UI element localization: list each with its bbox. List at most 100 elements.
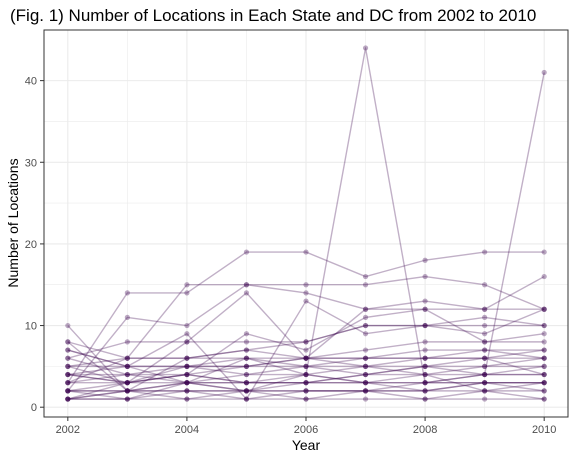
data-point <box>422 347 428 353</box>
series-line-6 <box>67 300 545 400</box>
data-point <box>65 322 71 329</box>
y-axis-title: Number of Locations <box>5 158 21 287</box>
x-axis-ticks: 2002 2004 2006 2008 2010 <box>56 417 556 436</box>
data-point <box>243 388 250 394</box>
data-point <box>422 380 428 386</box>
data-point <box>303 388 309 394</box>
data-point <box>243 363 250 369</box>
x-axis-title: Year <box>292 437 321 453</box>
data-point <box>243 396 250 402</box>
data-point <box>482 380 488 386</box>
data-point <box>541 388 547 394</box>
data-point <box>65 396 71 402</box>
data-point <box>541 396 547 402</box>
data-point <box>303 339 309 345</box>
y-tick-label: 40 <box>25 76 37 88</box>
x-tick-label: 2002 <box>56 424 80 436</box>
data-point <box>124 371 130 378</box>
data-point <box>362 388 369 394</box>
data-point <box>184 355 190 361</box>
data-point <box>65 339 71 345</box>
data-point <box>541 363 547 369</box>
data-point <box>482 371 488 378</box>
series-line-19 <box>67 382 545 400</box>
data-point <box>541 347 547 353</box>
data-point <box>541 322 547 329</box>
data-point <box>422 380 428 386</box>
series-line-2 <box>67 251 545 384</box>
data-point <box>303 355 309 361</box>
data-point <box>303 355 309 361</box>
series-line-27 <box>67 349 545 384</box>
data-point <box>65 363 71 369</box>
data-point <box>482 380 488 386</box>
data-point <box>243 396 250 402</box>
data-point <box>243 388 250 394</box>
data-point <box>541 273 547 280</box>
series-line-24 <box>67 365 545 384</box>
data-point <box>482 363 488 369</box>
series-points <box>65 45 547 402</box>
data-point <box>65 347 71 353</box>
data-point <box>124 290 130 296</box>
series-line-20 <box>67 357 545 384</box>
data-point <box>124 363 130 369</box>
data-point <box>184 363 190 369</box>
data-point <box>303 380 309 386</box>
data-point <box>422 371 428 378</box>
data-point <box>362 388 369 394</box>
series-line-17 <box>67 382 545 392</box>
data-point <box>362 388 369 394</box>
data-point <box>243 331 250 337</box>
data-point <box>184 363 190 369</box>
data-point <box>303 380 309 386</box>
data-point <box>124 380 130 386</box>
x-tick-label: 2004 <box>175 424 199 436</box>
data-point <box>362 322 369 329</box>
data-point <box>482 355 488 361</box>
data-point <box>422 322 428 329</box>
data-point <box>184 388 190 394</box>
data-point <box>362 306 369 312</box>
data-point <box>303 347 309 353</box>
data-point <box>362 371 369 378</box>
x-tick-label: 2010 <box>532 424 556 436</box>
data-point <box>422 322 428 329</box>
data-point <box>362 331 369 337</box>
data-point <box>65 396 71 402</box>
data-point <box>184 355 190 361</box>
data-point <box>303 355 309 361</box>
data-point <box>362 363 369 369</box>
data-point <box>303 282 309 288</box>
data-point <box>482 249 488 255</box>
data-point <box>362 363 369 369</box>
data-point <box>243 347 250 353</box>
data-point <box>303 388 309 394</box>
data-point <box>65 371 71 378</box>
data-point <box>422 273 428 280</box>
data-point <box>243 339 250 345</box>
data-point <box>124 388 130 394</box>
series-line-7 <box>67 308 545 384</box>
series-lines <box>67 47 545 400</box>
data-point <box>65 396 71 402</box>
data-point <box>65 396 71 402</box>
data-point <box>184 371 190 378</box>
data-point <box>482 363 488 369</box>
data-point <box>541 363 547 369</box>
data-point <box>482 347 488 353</box>
data-point <box>65 363 71 369</box>
data-point <box>541 331 547 337</box>
data-point <box>541 371 547 378</box>
data-point <box>184 380 190 386</box>
data-point <box>243 355 250 361</box>
data-point <box>482 355 488 361</box>
data-point <box>422 388 428 394</box>
data-point <box>541 355 547 361</box>
data-point <box>541 347 547 353</box>
data-point <box>482 314 488 320</box>
data-point <box>362 371 369 378</box>
data-point <box>184 388 190 394</box>
data-point <box>124 388 130 394</box>
data-point <box>541 306 547 312</box>
